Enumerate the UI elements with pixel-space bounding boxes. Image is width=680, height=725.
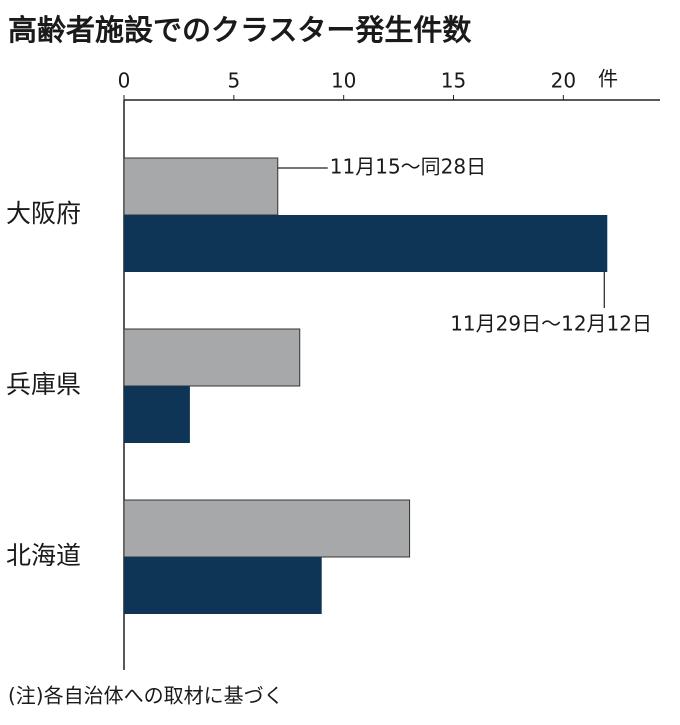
bar [124, 557, 322, 614]
note: (注)各自治体への取材に基づく [8, 684, 284, 708]
x-tick-label: 5 [227, 69, 240, 93]
chart-title: 高齢者施設でのクラスター発生件数 [8, 13, 472, 47]
bar [123, 499, 411, 558]
x-tick-label: 10 [331, 69, 356, 93]
bar [123, 328, 301, 387]
bar [124, 215, 608, 272]
y-tick-label: 大阪府 [6, 199, 81, 228]
bar [124, 386, 190, 443]
x-tick-label: 20 [551, 69, 576, 93]
bar [123, 157, 279, 216]
x-axis-unit: 件 [598, 67, 618, 91]
x-tick-label: 15 [441, 69, 466, 93]
legend-label: 11月29日～12月12日 [450, 312, 652, 336]
x-tick-label: 0 [118, 69, 131, 93]
y-tick-label: 兵庫県 [6, 370, 81, 399]
legend-label: 11月15～同28日 [330, 155, 486, 179]
y-tick-label: 北海道 [6, 541, 81, 570]
